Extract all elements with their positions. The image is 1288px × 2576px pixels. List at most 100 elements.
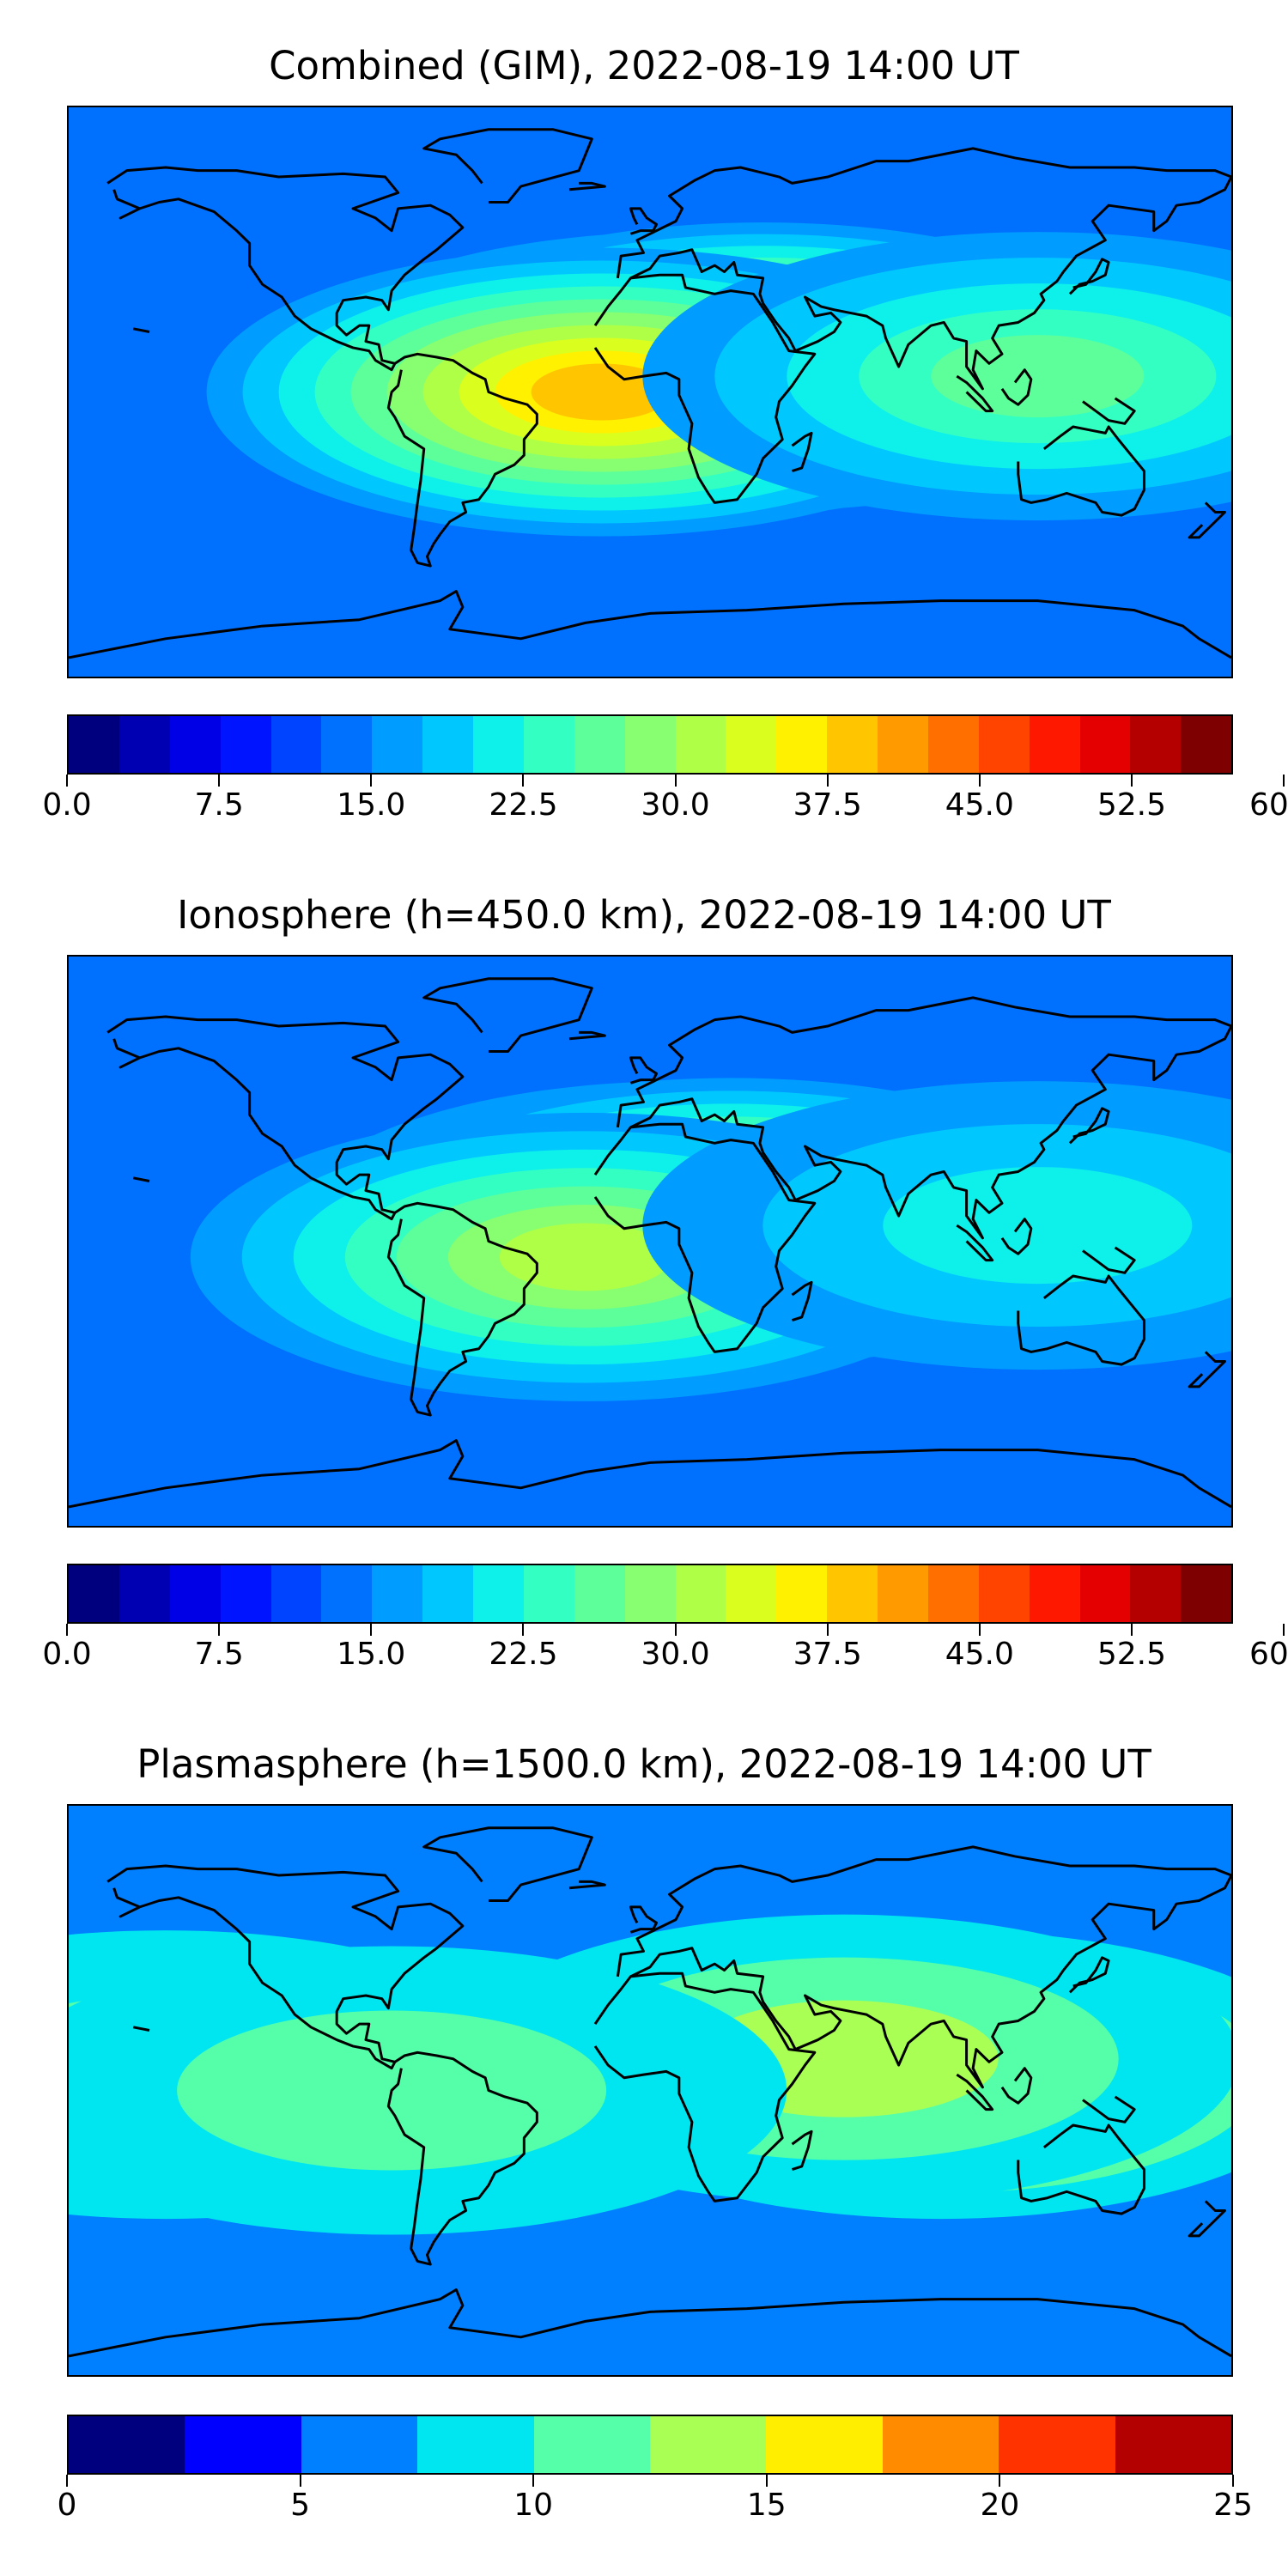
colorbar-segment — [878, 1565, 928, 1622]
colorbar-segment — [69, 1565, 119, 1622]
colorbar-segment — [169, 1565, 221, 1622]
colorbar-segment — [726, 1565, 777, 1622]
coastline — [791, 1280, 813, 1322]
colorbar-segment — [675, 1565, 726, 1622]
coastline — [1017, 2123, 1145, 2215]
colorbar-segment — [927, 1565, 979, 1622]
coastline — [1188, 501, 1226, 539]
colorbar-segment — [978, 716, 1030, 773]
coastline — [106, 1015, 465, 1221]
colorbar-tick — [66, 1624, 68, 1636]
colorbar-tick — [532, 2475, 535, 2487]
coastline — [1082, 1246, 1136, 1274]
coastline — [422, 977, 593, 1053]
colorbar-tick-label: 0.0 — [42, 1637, 92, 1672]
coastline — [1017, 1274, 1145, 1366]
coastline — [106, 1864, 465, 2070]
coastline — [956, 2073, 994, 2111]
coastline — [791, 431, 813, 473]
colorbar — [67, 714, 1233, 775]
colorbar-tick-label: 0.0 — [42, 787, 92, 823]
coastline — [616, 1845, 1231, 2089]
coastline — [1000, 368, 1033, 406]
colorbar — [67, 1564, 1233, 1624]
colorbar-tick-label: 22.5 — [489, 1637, 558, 1672]
colorbar-segment — [69, 716, 119, 773]
colorbar-segment — [882, 2416, 999, 2473]
colorbar-tick — [765, 2475, 768, 2487]
coastline — [616, 147, 1231, 391]
colorbar-segment — [220, 1565, 271, 1622]
colorbar-tick-label: 30.0 — [641, 1637, 710, 1672]
colorbar-tick-label: 15.0 — [337, 787, 406, 823]
coastlines — [69, 1826, 1231, 2358]
colorbar-tick-label: 45.0 — [945, 787, 1014, 823]
colorbar-tick-label: 5 — [290, 2488, 311, 2523]
colorbar-segment — [1130, 716, 1182, 773]
colorbar-tick — [826, 775, 829, 787]
colorbar-tick-label: 37.5 — [793, 787, 862, 823]
coastline — [132, 1176, 150, 1182]
colorbar-segment — [878, 716, 928, 773]
coastline — [956, 374, 994, 413]
colorbar-segment — [220, 716, 271, 773]
colorbar-tick-label: 60.0 — [1249, 787, 1288, 823]
colorbar-tick — [1130, 1624, 1133, 1636]
coastline — [1017, 425, 1145, 517]
coastline — [629, 207, 659, 235]
coastline — [106, 166, 465, 372]
colorbar-segment — [69, 2416, 185, 2473]
colorbar-segment — [473, 1565, 524, 1622]
colorbar-segment — [422, 1565, 473, 1622]
colorbar-segment — [321, 1565, 373, 1622]
colorbar-segment — [827, 1565, 878, 1622]
coastline — [422, 128, 593, 204]
panel-title: Plasmasphere (h=1500.0 km), 2022-08-19 1… — [137, 1741, 1151, 1787]
coastline — [69, 590, 1231, 659]
tec-contour-band — [499, 1223, 671, 1291]
colorbar-tick — [522, 775, 525, 787]
colorbar-tick — [66, 775, 68, 787]
colorbar-tick — [999, 2475, 1001, 2487]
panel-title: Ionosphere (h=450.0 km), 2022-08-19 14:0… — [177, 892, 1111, 938]
coastline — [1082, 2095, 1136, 2123]
coastline — [386, 1201, 538, 1417]
colorbar-segment — [1130, 1565, 1182, 1622]
colorbar-segment — [185, 2416, 301, 2473]
colorbar-segment — [650, 2416, 767, 2473]
colorbar-tick-label: 10 — [513, 2488, 554, 2523]
colorbar-tick-label: 7.5 — [194, 1637, 244, 1672]
colorbar-segment — [574, 716, 625, 773]
colorbar-tick-label: 15 — [746, 2488, 787, 2523]
coastline — [593, 1971, 817, 2202]
colorbar-tick — [218, 1624, 221, 1636]
colorbar-segment — [624, 1565, 676, 1622]
coastline — [616, 996, 1231, 1240]
coastlines — [69, 977, 1231, 1509]
colorbar-segment — [1181, 716, 1231, 773]
tec-contour-band — [883, 1167, 1193, 1285]
colorbar-tick-label: 37.5 — [793, 1637, 862, 1672]
coastline — [1068, 1956, 1110, 1994]
colorbar-tick — [1232, 2475, 1234, 2487]
coastline — [568, 181, 606, 191]
colorbar-segment — [422, 716, 473, 773]
coastline — [956, 1224, 994, 1262]
panel-title: Combined (GIM), 2022-08-19 14:00 UT — [269, 43, 1019, 88]
colorbar-tick-label: 30.0 — [641, 787, 710, 823]
colorbar-segment — [473, 716, 524, 773]
tec-map — [67, 955, 1233, 1528]
colorbar-segment — [301, 2416, 418, 2473]
colorbar-segment — [533, 2416, 651, 2473]
coastline — [593, 1122, 817, 1353]
coastline — [568, 1880, 606, 1890]
colorbar-segment — [523, 716, 574, 773]
coastline — [1188, 2200, 1226, 2238]
colorbar-segment — [169, 716, 221, 773]
colorbar-tick — [1283, 775, 1285, 787]
coastline — [386, 352, 538, 568]
colorbar-segment — [1029, 1565, 1080, 1622]
colorbar-segment — [270, 1565, 322, 1622]
coastlines — [69, 128, 1231, 659]
tec-map — [67, 106, 1233, 678]
